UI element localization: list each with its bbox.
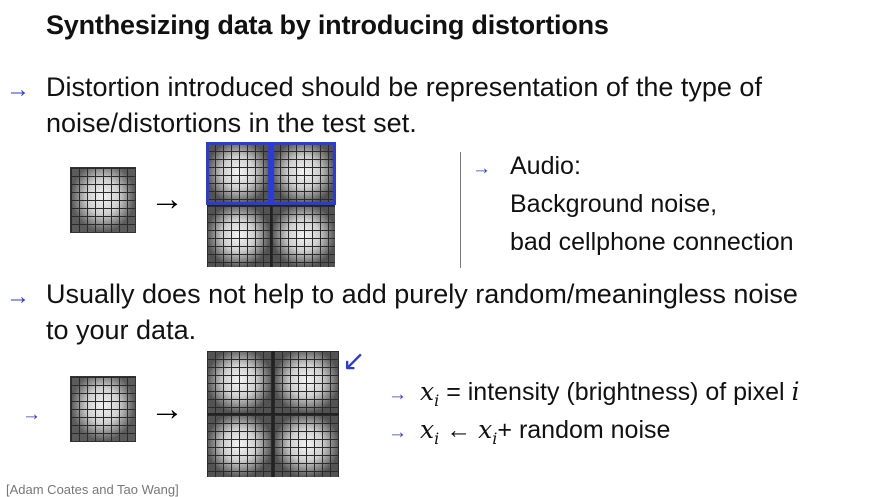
right-arrow-icon: → <box>150 180 184 218</box>
math-op: + <box>497 416 512 444</box>
bullet-1-line-1: Distortion introduced should be represen… <box>46 72 762 102</box>
bullet-1-line-2: noise/distortions in the test set. <box>46 108 417 138</box>
bullet-arrow-icon: → <box>6 283 30 310</box>
bullet-arrow-icon: → <box>388 422 407 443</box>
formula-2: xi ← xi+ random noise <box>420 412 670 457</box>
formula-2-text: random noise <box>518 416 671 444</box>
formula-1-text: intensity (brightness) of pixel <box>467 378 785 406</box>
math-var: x <box>478 415 493 444</box>
distorted-images-grid <box>206 142 336 267</box>
annotation-arrow-icon: → <box>22 404 41 425</box>
math-eq: = <box>446 378 461 406</box>
formula-1: xi = intensity (brightness) of pixel i <box>420 374 800 419</box>
distorted-image <box>271 142 336 205</box>
audio-line-1: Background noise, <box>510 190 718 218</box>
distorted-image <box>207 206 270 267</box>
math-sub: i <box>434 391 440 410</box>
noisy-image <box>207 415 272 477</box>
bullet-arrow-icon: → <box>472 158 491 179</box>
math-var: x <box>420 415 435 444</box>
noisy-images-grid <box>207 351 339 477</box>
audio-line-2: bad cellphone connection <box>510 228 794 256</box>
bullet-2-line-2: to your data. <box>46 315 197 345</box>
bullet-2-line-1: Usually does not help to add purely rand… <box>46 279 798 309</box>
math-var: x <box>420 377 435 406</box>
original-letter-image <box>70 376 136 442</box>
slide-title: Synthesizing data by introducing distort… <box>46 10 609 40</box>
math-sub: i <box>434 429 440 448</box>
citation-footer: [Adam Coates and Tao Wang] <box>6 482 179 497</box>
math-op: ← <box>446 416 472 444</box>
right-arrow-icon: → <box>150 390 184 428</box>
original-letter-image <box>70 167 136 233</box>
distorted-image <box>206 142 271 205</box>
bullet-arrow-icon: → <box>388 384 407 405</box>
distorted-image <box>272 206 335 267</box>
noisy-image <box>274 415 339 477</box>
noisy-image <box>274 351 339 413</box>
noisy-image <box>207 351 272 413</box>
bullet-arrow-icon: → <box>6 76 30 103</box>
divider-line <box>460 152 461 268</box>
math-sub: i <box>492 429 498 448</box>
annotation-arrow-icon: ↙ <box>342 345 366 376</box>
math-var: i <box>791 377 800 406</box>
audio-heading: Audio: <box>510 152 581 180</box>
